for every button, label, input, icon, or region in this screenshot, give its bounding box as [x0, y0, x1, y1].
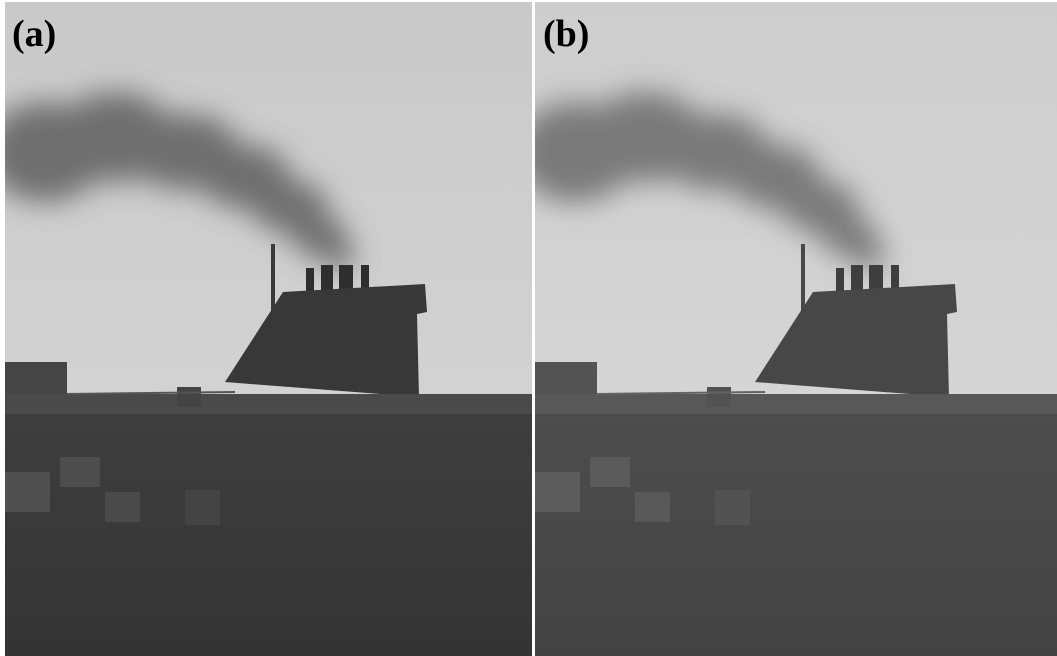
panel-label: (b) — [543, 13, 589, 55]
haze-overlay — [535, 2, 1057, 656]
photo-a — [0, 2, 532, 656]
figure: (a) (b) — [0, 0, 1057, 656]
panel-label: (a) — [12, 13, 56, 55]
